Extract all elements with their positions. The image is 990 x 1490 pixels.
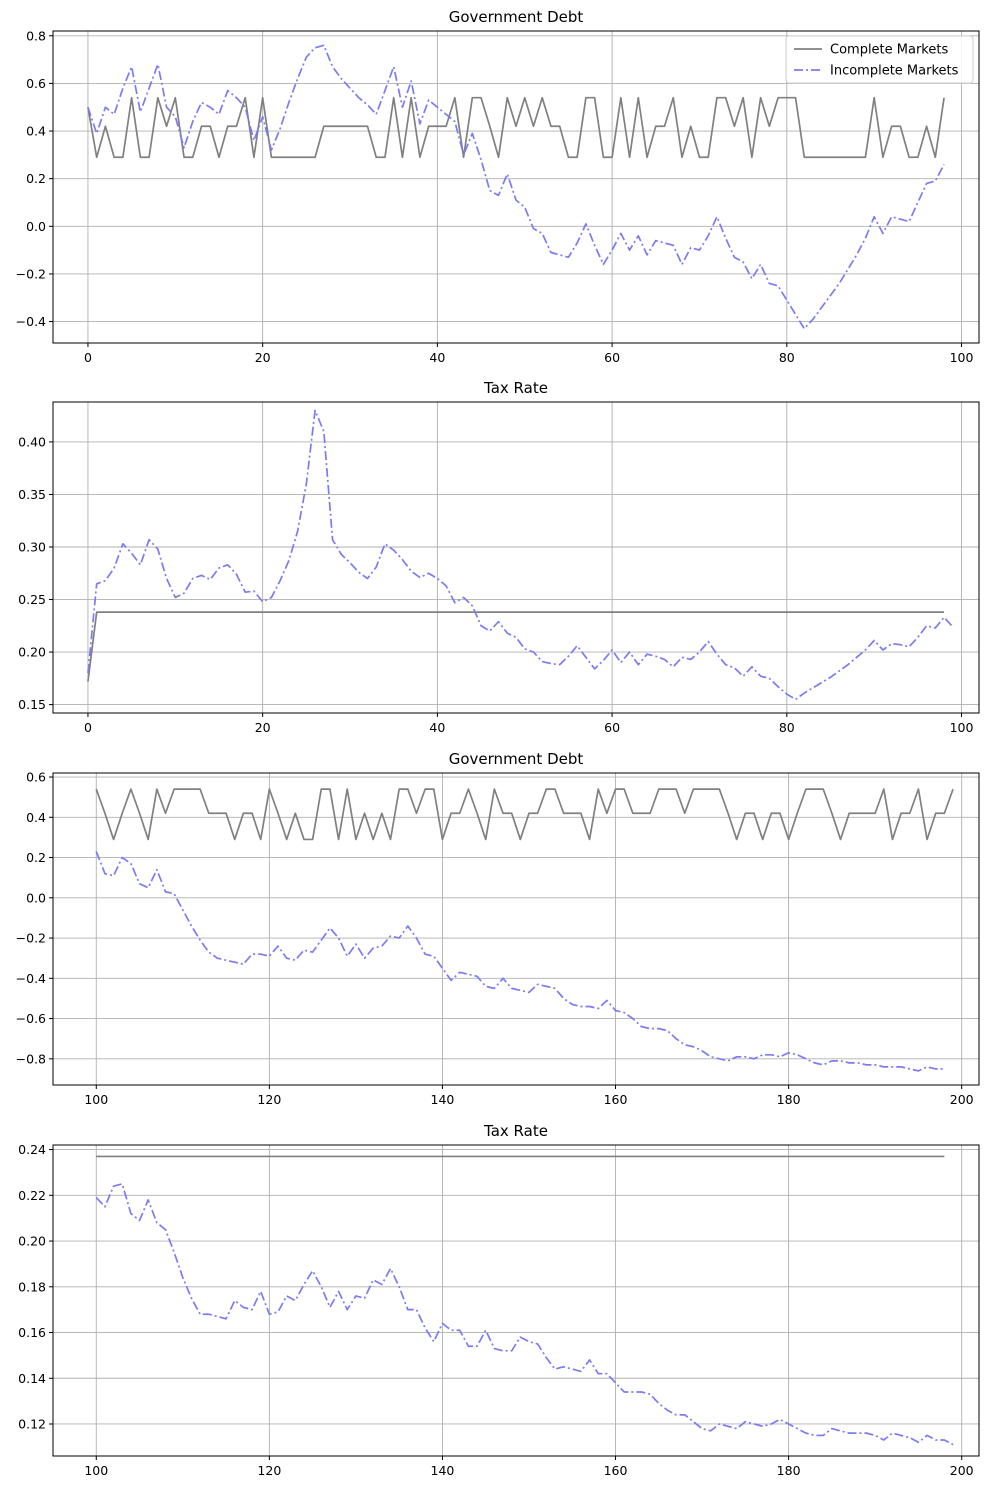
y-tick-label: 0.30	[18, 539, 46, 554]
x-tick-label: 40	[429, 720, 445, 735]
x-tick-label: 100	[84, 1463, 108, 1478]
series-line-complete-markets	[87, 611, 945, 682]
y-tick-label: 0.35	[18, 487, 46, 502]
series-line-complete-markets	[87, 96, 945, 159]
x-tick-label: 20	[255, 720, 271, 735]
y-tick-label: −0.4	[16, 971, 46, 986]
x-tick-label: 80	[779, 350, 795, 365]
x-tick-label: 60	[604, 350, 620, 365]
y-tick-label: 0.2	[26, 171, 46, 186]
x-tick-label: 0	[84, 350, 92, 365]
y-tick-label: 0.2	[26, 850, 46, 865]
legend-label: Complete Markets	[830, 43, 948, 58]
y-tick-label: 0.6	[26, 770, 46, 785]
plot-frame	[52, 1144, 980, 1457]
y-tick-label: 0.40	[18, 434, 46, 449]
x-tick-label: 100	[950, 350, 974, 365]
series-line-incomplete-markets	[87, 44, 945, 330]
y-tick-label: 0.4	[26, 124, 46, 139]
chart-panel-3: 100 120 140 160 180 200 −0.8 −0.6 −0.4 −0.2 0.0 0.2…	[16, 750, 980, 1107]
plot-frame	[52, 30, 980, 344]
x-tick-label: 160	[604, 1092, 628, 1107]
y-tick-label: 0.4	[26, 810, 46, 825]
y-tick-label: 0.14	[18, 1371, 46, 1386]
x-tick-label: 140	[431, 1463, 455, 1478]
plot-frame	[52, 772, 980, 1086]
series-line-incomplete-markets	[87, 409, 954, 701]
x-tick-label: 120	[257, 1463, 281, 1478]
y-tick-label: −0.8	[16, 1051, 46, 1066]
y-tick-label: 0.15	[18, 697, 46, 712]
x-tick-label: 200	[950, 1092, 974, 1107]
y-tick-label: 0.22	[18, 1188, 46, 1203]
x-tick-label: 60	[604, 720, 620, 735]
x-tick-label: 120	[257, 1092, 281, 1107]
y-tick-label: 0.24	[18, 1142, 46, 1157]
y-tick-label: 0.0	[26, 890, 46, 905]
y-tick-label: 0.16	[18, 1325, 46, 1340]
series-line-incomplete-markets	[95, 1183, 954, 1446]
plot-frame	[52, 401, 980, 714]
legend-box	[785, 35, 974, 84]
x-tick-label: 180	[777, 1092, 801, 1107]
series-line-incomplete-markets	[95, 851, 945, 1072]
x-tick-label: 100	[950, 720, 974, 735]
x-tick-label: 200	[950, 1463, 974, 1478]
y-tick-label: 0.6	[26, 76, 46, 91]
y-tick-label: 0.12	[18, 1416, 46, 1431]
x-tick-label: 40	[429, 350, 445, 365]
y-tick-label: −0.6	[16, 1011, 46, 1026]
chart-panel-1: 0 20 40 60 80 100 −0.4 −0.2 0.0 0.2 0.4 0.6 0.8 Gover…	[16, 8, 980, 365]
x-tick-label: 140	[431, 1092, 455, 1107]
y-tick-label: 0.18	[18, 1279, 46, 1294]
x-tick-label: 0	[84, 720, 92, 735]
series-line-complete-markets	[95, 788, 954, 841]
x-tick-label: 160	[604, 1463, 628, 1478]
legend-label: Incomplete Markets	[830, 64, 959, 79]
y-tick-label: 0.20	[18, 1234, 46, 1249]
x-tick-label: 180	[777, 1463, 801, 1478]
x-tick-label: 100	[84, 1092, 108, 1107]
y-tick-label: 0.0	[26, 219, 46, 234]
y-tick-label: 0.8	[26, 28, 46, 43]
chart-title: Tax Rate	[483, 379, 548, 397]
chart-title: Government Debt	[449, 8, 584, 26]
y-tick-label: 0.25	[18, 592, 46, 607]
x-tick-label: 20	[255, 350, 271, 365]
chart-panel-2: 0 20 40 60 80 100 0.15 0.20 0.25 0.30 0.35 0.40 Tax …	[18, 379, 980, 735]
legend: Complete Markets Incomplete Markets	[785, 35, 974, 84]
x-tick-label: 80	[779, 720, 795, 735]
chart-title: Government Debt	[449, 750, 584, 768]
chart-title: Tax Rate	[483, 1122, 548, 1140]
chart-panel-4: 100 120 140 160 180 200 0.12 0.14 0.16 0.18 0.20 0.…	[18, 1122, 980, 1478]
y-tick-label: 0.20	[18, 645, 46, 660]
y-tick-label: −0.2	[16, 266, 46, 281]
y-tick-label: −0.4	[16, 314, 46, 329]
y-tick-label: −0.2	[16, 931, 46, 946]
